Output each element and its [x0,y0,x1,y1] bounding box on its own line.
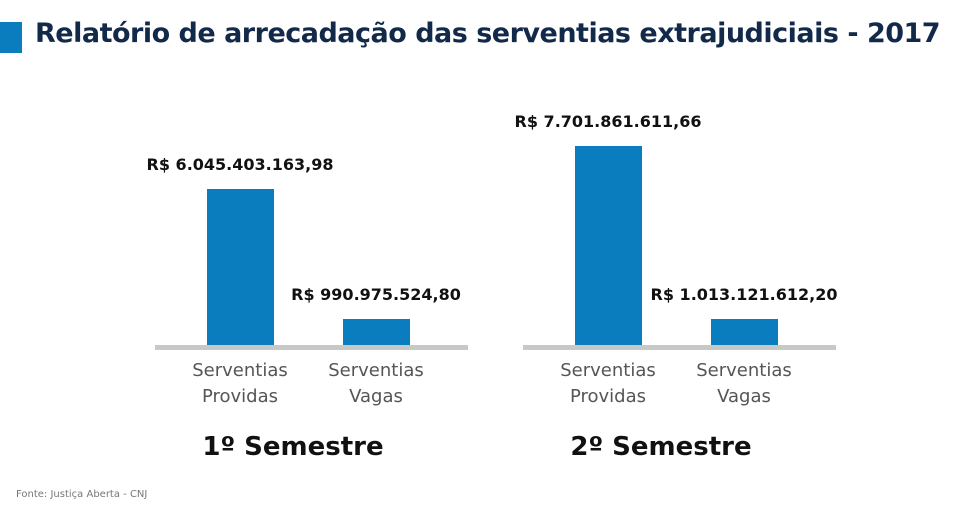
category-label: Serventias Providas [192,360,288,407]
bar [710,318,778,345]
baseline [155,345,468,350]
value-label: R$ 990.975.524,80 [291,285,461,305]
bar [342,319,410,345]
category-label: Serventias Vagas [328,360,424,407]
value-label: R$ 7.701.861.611,66 [514,112,702,131]
chart-title: 2º Semestre [570,432,752,462]
title-marker [0,22,22,53]
bar [574,146,642,345]
value-label: R$ 1.013.121.612,20 [650,284,838,304]
source-note: Fonte: Justiça Aberta - CNJ [16,489,148,500]
baseline [523,345,836,350]
value-label: R$ 6.045.403.163,98 [146,154,334,174]
category-label: Serventias Vagas [696,360,792,407]
page-title: Relatório de arrecadação das serventias … [35,18,941,49]
chart-title: 1º Semestre [202,432,384,462]
bar [206,188,274,345]
category-label: Serventias Providas [560,360,656,407]
